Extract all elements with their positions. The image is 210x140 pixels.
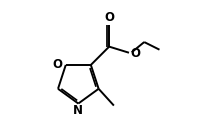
Text: O: O xyxy=(104,11,114,24)
Text: O: O xyxy=(130,46,140,60)
Text: O: O xyxy=(52,58,62,71)
Text: N: N xyxy=(73,104,83,117)
